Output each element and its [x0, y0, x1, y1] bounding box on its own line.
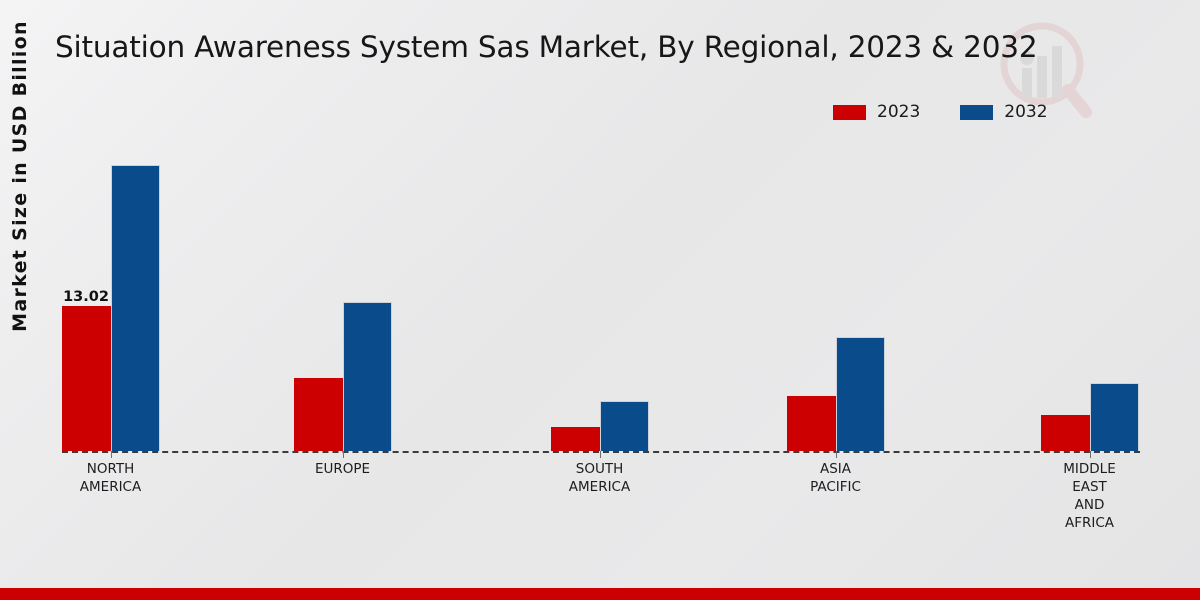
x-axis-tick — [599, 451, 601, 458]
x-axis-tick — [835, 451, 837, 458]
legend-item-2032[interactable]: 2032 — [960, 102, 1048, 122]
bar-2032-5[interactable] — [1089, 382, 1139, 451]
bar-2023-5[interactable] — [1040, 415, 1090, 451]
legend-item-2023[interactable]: 2023 — [833, 102, 920, 122]
y-axis-title: Market Size in USD Billion — [9, 20, 31, 332]
bar-value-label: 13.02 — [63, 289, 109, 306]
legend-label-2032: 2032 — [1004, 102, 1048, 122]
x-axis-label-3: SOUTH AMERICA — [568, 461, 631, 495]
bar-2023-2[interactable] — [293, 377, 343, 451]
bar-2023-3[interactable] — [550, 426, 600, 451]
plot-area: 13.02 NORTH AMERICA EUROPE SOUTH AMERICA ASIA… — [61, 140, 1140, 531]
legend-swatch-2023 — [833, 104, 866, 120]
bar-2032-1[interactable] — [110, 165, 160, 451]
x-axis-baseline — [62, 451, 1140, 453]
x-axis-label-4: ASIA PACIFIC — [810, 461, 861, 495]
bottom-accent-stripe — [0, 588, 1200, 600]
bar-2032-3[interactable] — [599, 400, 649, 451]
x-axis-tick — [1089, 451, 1091, 458]
bar-group — [786, 140, 885, 451]
bar-group — [293, 140, 392, 451]
bar-2032-4[interactable] — [835, 337, 885, 451]
x-axis-label-1: NORTH AMERICA — [79, 461, 142, 495]
bar-group: 13.02 — [61, 140, 160, 451]
x-axis-label-2: EUROPE — [314, 461, 371, 477]
chart-legend: 2023 2032 — [833, 102, 1048, 122]
bar-2032-2[interactable] — [342, 301, 392, 451]
bar-2023-4[interactable] — [786, 395, 836, 451]
page-title: Situation Awareness System Sas Market, B… — [55, 30, 1038, 64]
bar-2023-1[interactable]: 13.02 — [61, 289, 111, 451]
x-axis-tick — [110, 451, 112, 458]
bar-group — [1040, 140, 1139, 451]
bar-group — [550, 140, 649, 451]
legend-label-2023: 2023 — [877, 102, 921, 122]
x-axis-label-5: MIDDLE EAST AND AFRICA — [1063, 461, 1116, 531]
x-axis-tick — [342, 451, 344, 458]
legend-swatch-2032 — [960, 104, 994, 120]
